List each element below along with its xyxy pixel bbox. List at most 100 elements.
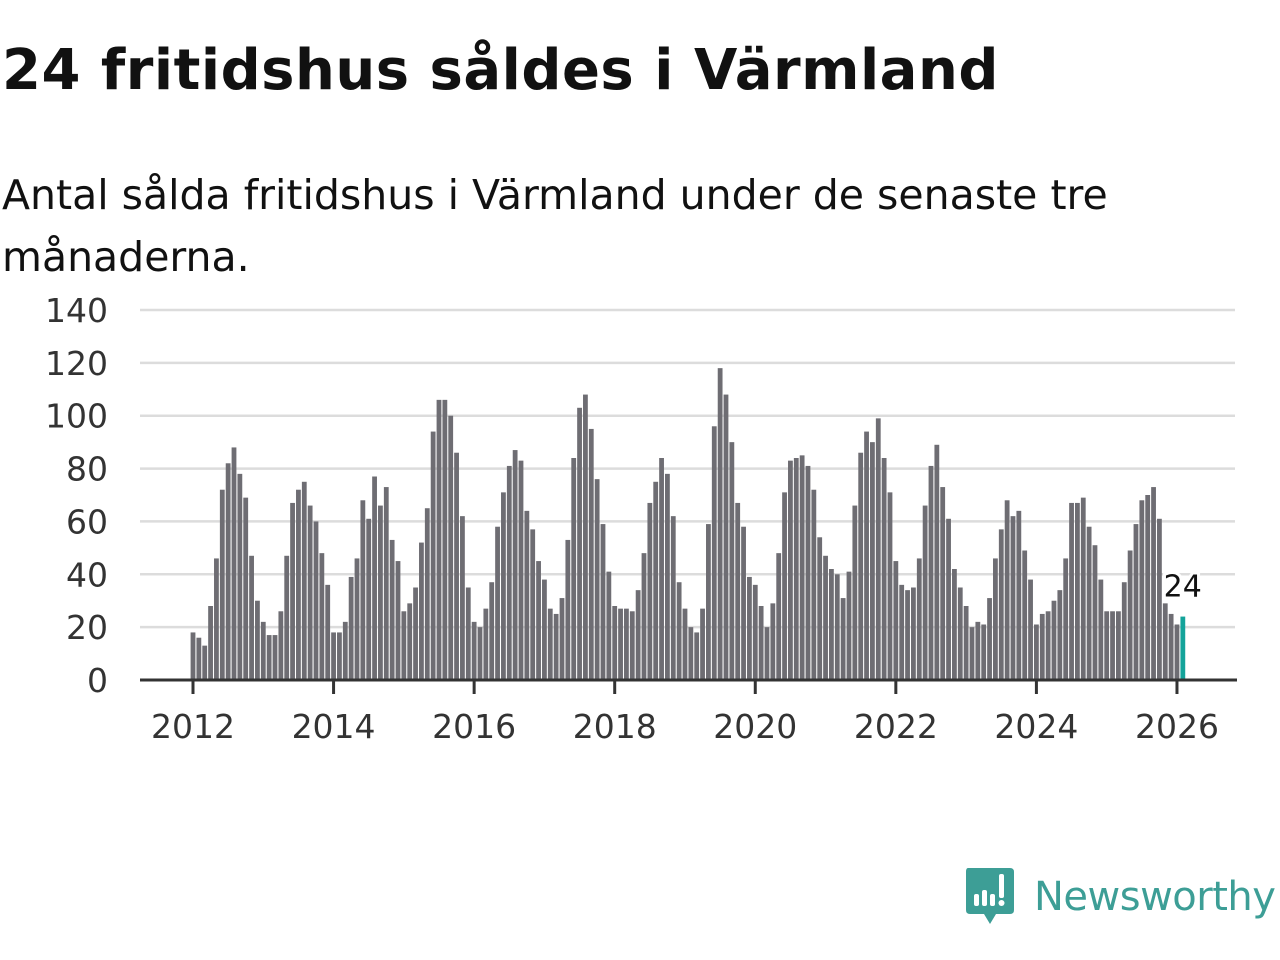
bar: [512, 450, 518, 680]
bar: [981, 624, 987, 680]
bar: [635, 590, 641, 680]
bar: [190, 632, 196, 680]
bar: [301, 481, 307, 680]
bar: [331, 632, 336, 680]
bar: [518, 460, 524, 680]
bar: [319, 553, 325, 680]
bar: [1174, 624, 1180, 680]
bar: [694, 632, 700, 680]
bar: [1168, 613, 1174, 680]
bar: [975, 621, 981, 680]
bar: [1075, 502, 1080, 680]
bar: [307, 505, 313, 680]
bar: [928, 465, 934, 680]
bar: [266, 635, 272, 680]
bar: [905, 590, 910, 680]
bar: [618, 608, 623, 680]
bar: [735, 502, 741, 680]
bar: [553, 613, 559, 680]
bar: [1069, 502, 1074, 680]
bar: [629, 611, 635, 680]
bar: [1016, 510, 1022, 680]
bar: [717, 368, 723, 680]
bar: [536, 561, 541, 680]
bar: [805, 465, 811, 680]
bar: [987, 598, 992, 680]
bar: [1010, 516, 1016, 680]
bar: [483, 608, 489, 680]
bar: [1133, 524, 1139, 680]
bar: [741, 526, 746, 680]
bar: [922, 505, 928, 680]
bar: [600, 524, 606, 680]
bar: [1051, 600, 1057, 680]
bar: [1127, 550, 1133, 680]
bar: [624, 608, 629, 680]
bar: [401, 611, 407, 680]
bar: [413, 587, 418, 680]
bar: [700, 608, 705, 680]
bar: [202, 645, 208, 680]
bar: [565, 539, 571, 680]
bar: [419, 542, 424, 680]
bar: [723, 394, 729, 680]
highlighted-bar: [1180, 616, 1186, 680]
bar: [559, 598, 565, 680]
bar: [606, 571, 612, 680]
y-tick-label: 20: [66, 608, 108, 647]
bar: [354, 558, 360, 680]
bar: [337, 632, 342, 680]
bar: [998, 529, 1004, 680]
bar: [214, 558, 219, 680]
bar: [342, 621, 348, 680]
bar: [864, 431, 869, 680]
bar: [489, 582, 495, 680]
bar: [793, 458, 799, 680]
bar: [764, 627, 770, 680]
chart-subtitle: Antal sålda fritidshus i Värmland under …: [2, 171, 1108, 281]
bar: [782, 492, 787, 680]
bar: [1157, 518, 1162, 680]
bar: [506, 465, 512, 680]
bar: [348, 576, 354, 680]
bar: [313, 521, 319, 680]
bar: [875, 418, 881, 680]
bar: [676, 582, 682, 680]
bar: [430, 431, 436, 680]
bar: [424, 508, 430, 680]
bar: [1092, 545, 1098, 680]
y-tick-label: 40: [66, 555, 108, 594]
bar: [1121, 582, 1127, 680]
bar: [243, 497, 249, 680]
newsworthy-logo: Newsworthy: [964, 866, 1276, 928]
x-tick-label: 2012: [151, 707, 235, 746]
bar: [524, 510, 530, 680]
bar: [571, 458, 577, 680]
bar: [583, 394, 588, 680]
bar: [858, 452, 864, 680]
bar: [612, 606, 618, 680]
y-tick-label: 100: [45, 397, 108, 436]
bar: [799, 455, 805, 680]
bar: [255, 600, 260, 680]
y-tick-label: 60: [66, 502, 108, 541]
bar: [846, 571, 852, 680]
bar: [829, 569, 834, 680]
bar: [834, 574, 840, 680]
bar: [747, 576, 752, 680]
x-tick-label: 2018: [573, 707, 657, 746]
bar: [1104, 611, 1110, 680]
bar: [770, 603, 776, 680]
bar: [788, 460, 793, 680]
x-tick-label: 2024: [994, 707, 1078, 746]
bar: [530, 529, 536, 680]
bar: [670, 516, 676, 680]
bar: [1045, 611, 1051, 680]
bar: [653, 481, 659, 680]
bar: [383, 487, 389, 680]
bar: [366, 518, 372, 680]
bar: [407, 603, 413, 680]
y-tick-label: 0: [87, 661, 108, 700]
bar: [688, 627, 694, 680]
bar: [899, 584, 905, 680]
